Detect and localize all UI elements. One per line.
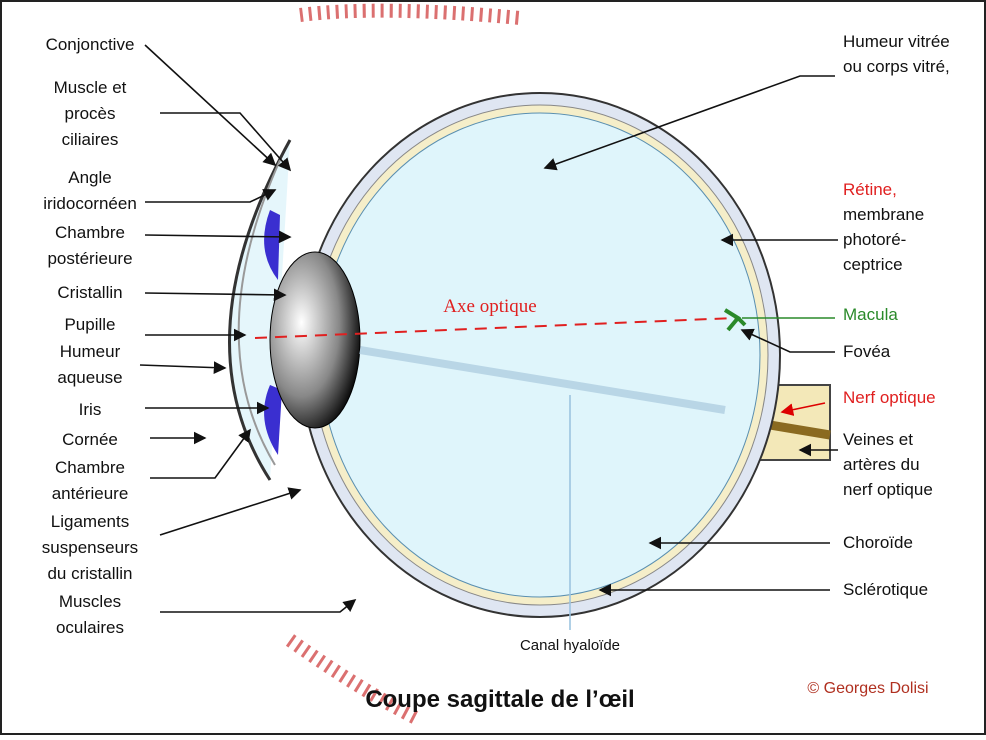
left-label: aqueuse [57,368,122,387]
left-label: Conjonctive [46,35,135,54]
right-label: Veines et [843,430,913,449]
left-label: postérieure [47,249,132,268]
left-label: antérieure [52,484,129,503]
left-label: procès [64,104,115,123]
left-label: iridocornéen [43,194,137,213]
left-label: Muscle et [54,78,127,97]
left-label: Chambre [55,223,125,242]
right-label: artères du [843,455,920,474]
left-label: Angle [68,168,111,187]
optical-axis-label: Axe optique [443,296,536,317]
right-label: ceptrice [843,255,903,274]
credit: © Georges Dolisi [807,680,928,697]
left-label: du cristallin [47,564,132,583]
hyaloid-canal-label: Canal hyaloïde [520,637,620,654]
right-label: membrane [843,205,924,224]
eye-diagram: Axe optique Canal hyaloïde Coupe sagitta… [0,0,986,735]
right-label: Choroïde [843,533,913,552]
right-label: Nerf optique [843,388,936,407]
right-label: Sclérotique [843,580,928,599]
left-label: Cristallin [57,283,122,302]
left-label: Ligaments [51,512,129,531]
right-label: Humeur vitrée [843,32,950,51]
left-label: Cornée [62,430,118,449]
right-label: ou corps vitré, [843,57,950,76]
left-label: Humeur [60,342,121,361]
left-label: Iris [79,400,102,419]
left-label: Muscles [59,592,121,611]
left-label: oculaires [56,618,124,637]
right-label: Fovéa [843,342,891,361]
left-label: ciliaires [62,130,119,149]
right-label: photoré- [843,230,906,249]
right-label: Rétine, [843,180,897,199]
left-label: Chambre [55,458,125,477]
diagram-title: Coupe sagittale de l’œil [365,686,634,713]
left-label: Pupille [64,315,115,334]
right-label: Macula [843,305,898,324]
right-label: nerf optique [843,480,933,499]
left-label: suspenseurs [42,538,138,557]
